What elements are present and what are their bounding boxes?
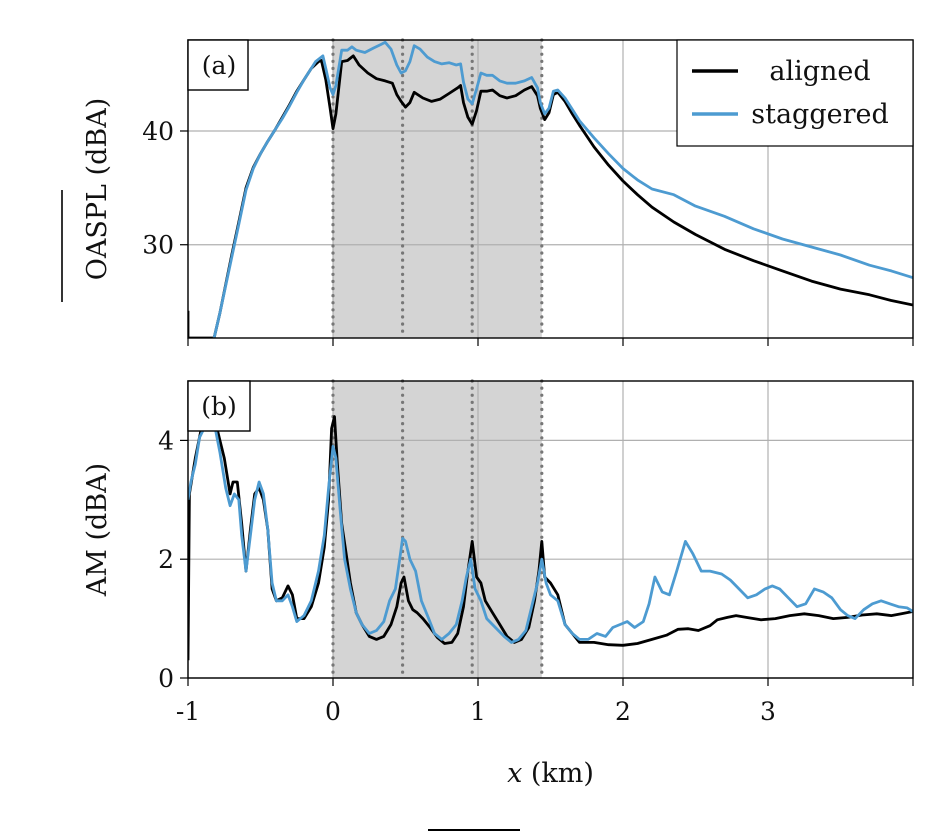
- y-axis-label: AM (dBA): [82, 463, 113, 597]
- legend-box: [676, 39, 914, 147]
- series-line-staggered: [188, 421, 913, 644]
- y-axis-label: OASPL (dBA): [82, 98, 113, 281]
- panel-tag-box: [187, 39, 249, 91]
- y-tick-label: 40: [142, 117, 174, 146]
- y-tick-label: 30: [142, 231, 174, 260]
- series-line-aligned: [188, 415, 913, 661]
- panel-a: 30 40 OASPL (dBA) (a) aligned staggered: [61, 38, 914, 346]
- x-tick-label: 1: [470, 697, 486, 726]
- shaded-region: [333, 40, 542, 338]
- x-tick-label: -1: [176, 697, 200, 726]
- x-tick-label: 2: [615, 697, 631, 726]
- panel-b: 024-1 0 1 2 3AM (dBA)x (km)(b): [82, 379, 914, 789]
- x-axis-label: x (km): [507, 758, 594, 789]
- legend-label-staggered: staggered: [751, 99, 889, 130]
- y-tick-label: 2: [158, 545, 174, 574]
- x-tick-label: 0: [325, 697, 341, 726]
- legend-label-aligned: aligned: [769, 56, 870, 87]
- series-line-staggered: [212, 40, 913, 338]
- y-tick-label: 0: [158, 664, 174, 693]
- y-tick-label: 4: [158, 426, 174, 455]
- panel-tag: (b): [201, 392, 237, 421]
- axes-frame: [187, 39, 914, 339]
- series-group: [188, 40, 913, 338]
- series-group: [188, 415, 913, 661]
- x-tick-label: 3: [760, 697, 776, 726]
- panel-tag: (a): [202, 51, 236, 80]
- shaded-region: [333, 381, 542, 678]
- panel-tag-box: [187, 380, 251, 432]
- axes-frame: [187, 380, 914, 679]
